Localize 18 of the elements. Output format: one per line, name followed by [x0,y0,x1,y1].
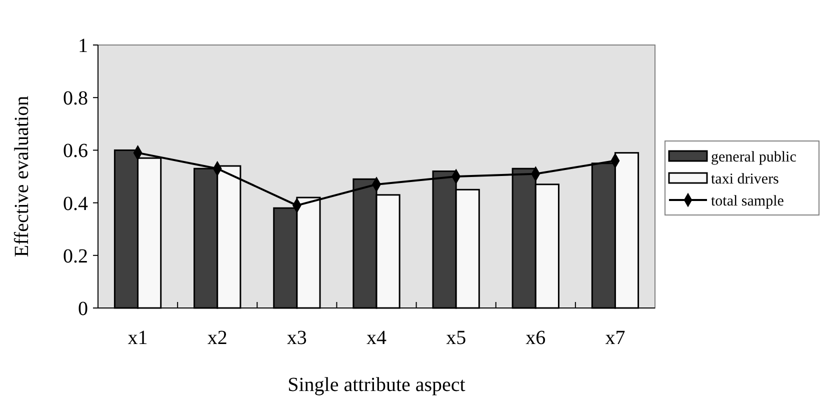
x-tick-label: x1 [128,327,148,349]
y-tick-label: 0.8 [63,88,88,110]
legend-label: total sample [711,193,784,210]
y-tick-label: 1 [78,35,88,57]
x-tick-label: x6 [526,327,546,349]
x-tick-label: x2 [207,327,228,349]
legend-label: general public [711,149,797,166]
x-tick-label: x3 [286,327,307,349]
y-tick-label: 0 [78,298,88,320]
x-tick-label: x7 [605,327,626,349]
y-tick-label: 0.4 [63,192,88,215]
x-tick-label: x4 [366,327,386,349]
y-axis-title: Effective evaluation [11,96,33,258]
y-tick-label: 0.2 [63,245,88,268]
y-tick-label: 0.6 [63,140,88,162]
x-axis-title: Single attribute aspect [288,374,466,396]
x-tick-label: x5 [446,327,466,349]
legend-label: taxi drivers [711,171,780,188]
